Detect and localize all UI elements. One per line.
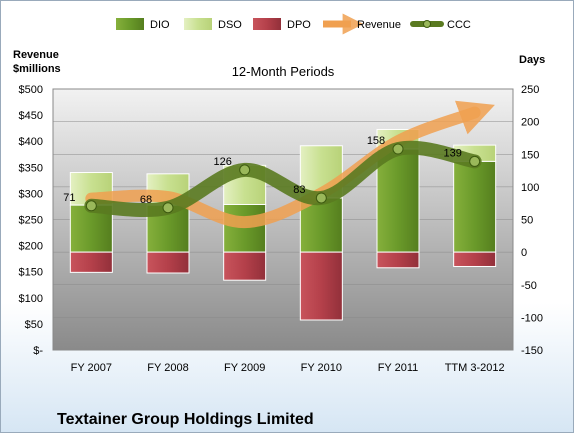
- category-label: FY 2011: [378, 362, 419, 374]
- ccc-data-label: 83: [293, 184, 305, 196]
- legend-swatch: [116, 18, 144, 30]
- ccc-point: [162, 202, 174, 214]
- category-label: FY 2009: [224, 362, 265, 374]
- legend-label: Revenue: [357, 19, 401, 31]
- company-name: Textainer Group Holdings Limited: [57, 411, 314, 428]
- bar-dpo: [223, 251, 267, 281]
- revenue-line: [85, 100, 495, 229]
- right-tick-label: 250: [521, 84, 539, 96]
- left-axis-label: $millions: [13, 63, 61, 75]
- bar-dio: [376, 148, 420, 253]
- left-tick-label: $200: [19, 241, 43, 253]
- legend-swatch: [184, 18, 212, 30]
- legend-swatch: [423, 20, 431, 28]
- right-tick-label: 0: [521, 247, 527, 259]
- legend-label: CCC: [447, 19, 471, 31]
- bar-dio: [453, 160, 497, 253]
- legend-label: DPO: [287, 19, 311, 31]
- bar-dpo: [299, 251, 343, 321]
- ccc-data-label: 139: [443, 147, 461, 159]
- category-label: FY 2010: [301, 362, 342, 374]
- right-tick-label: -150: [521, 345, 543, 357]
- chart-title: 12-Month Periods: [232, 64, 335, 79]
- ccc-data-label: 71: [63, 192, 75, 204]
- bar-dio: [223, 203, 267, 253]
- left-tick-label: $150: [19, 267, 43, 279]
- legend-label: DSO: [218, 19, 242, 31]
- right-tick-label: -100: [521, 312, 543, 324]
- legend-swatch: [253, 18, 281, 30]
- ccc-data-label: 158: [367, 135, 385, 147]
- right-axis-label: Days: [519, 54, 545, 66]
- left-tick-label: $100: [19, 293, 43, 305]
- bar-dpo: [69, 251, 113, 273]
- ccc-data-label: 126: [213, 156, 231, 168]
- ccc-point: [315, 192, 327, 204]
- ccc-data-label: 68: [140, 194, 152, 206]
- right-tick-label: 200: [521, 117, 539, 129]
- legend-label: DIO: [150, 19, 170, 31]
- left-tick-label: $350: [19, 162, 43, 174]
- left-axis-label: Revenue: [13, 49, 59, 61]
- category-label: FY 2007: [71, 362, 112, 374]
- right-tick-label: 100: [521, 182, 539, 194]
- ccc-point: [239, 164, 251, 176]
- right-tick-label: 50: [521, 215, 533, 227]
- ccc-point: [85, 200, 97, 212]
- left-tick-label: $500: [19, 84, 43, 96]
- ccc-point: [469, 155, 481, 167]
- category-label: FY 2008: [147, 362, 188, 374]
- left-tick-label: $50: [25, 319, 43, 331]
- category-label: TTM 3-2012: [445, 362, 505, 374]
- left-tick-label: $250: [19, 215, 43, 227]
- bar-dpo: [453, 251, 497, 267]
- bar-dpo: [376, 251, 420, 269]
- bar-dpo: [146, 251, 190, 274]
- left-tick-label: $450: [19, 110, 43, 122]
- ccc-point: [392, 143, 404, 155]
- left-tick-label: $300: [19, 188, 43, 200]
- left-tick-label: $400: [19, 136, 43, 148]
- right-tick-label: 150: [521, 149, 539, 161]
- left-tick-label: $-: [33, 345, 43, 357]
- right-tick-label: -50: [521, 280, 537, 292]
